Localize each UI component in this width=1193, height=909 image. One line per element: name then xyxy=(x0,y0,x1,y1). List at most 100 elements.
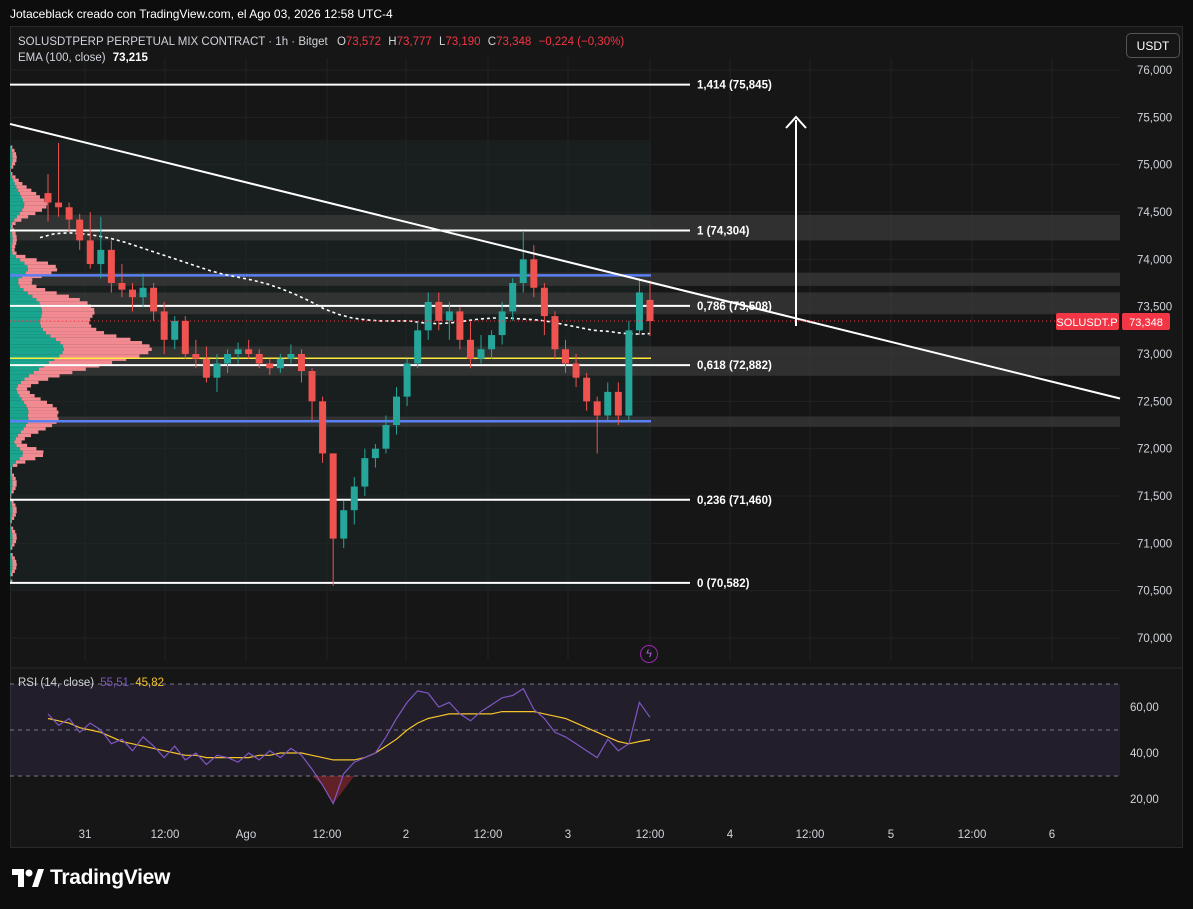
volume-bar-down xyxy=(11,248,15,252)
candlestick-series xyxy=(44,142,654,586)
volume-bar-down xyxy=(11,244,16,249)
volume-bar-up xyxy=(10,397,22,401)
volume-bar-up xyxy=(10,178,14,182)
candle-body xyxy=(234,349,242,354)
volume-bar-down xyxy=(41,307,95,312)
time-tick-label: 2 xyxy=(403,829,409,841)
volume-bar-up xyxy=(10,311,43,315)
volume-bar-down xyxy=(18,188,32,192)
volume-bar-up xyxy=(10,191,20,196)
volume-bar-down xyxy=(19,191,37,196)
volume-bar-down xyxy=(40,321,90,325)
volume-bar-down xyxy=(36,297,80,302)
gray-zone xyxy=(10,292,1120,315)
volume-bar-up xyxy=(10,410,29,414)
time-tick-label: 3 xyxy=(565,829,571,841)
candle-body xyxy=(403,363,411,397)
volume-bar-down xyxy=(12,539,17,544)
volume-bar-up xyxy=(10,456,20,461)
currency-button[interactable]: USDT xyxy=(1126,33,1180,58)
volume-bar-down xyxy=(63,344,150,348)
rsi-lines xyxy=(47,687,651,806)
volume-bar-up xyxy=(10,291,28,295)
volume-bar-down xyxy=(18,281,32,285)
volume-bar-down xyxy=(19,211,36,216)
volume-bar-down xyxy=(20,284,37,289)
candle-body xyxy=(55,202,63,208)
time-axis[interactable]: 31 12:00 Ago 12:00 2 12:00 3 12:00 4 12:00 5 12:00 6 xyxy=(79,829,1056,841)
price-tick-label: 71,500 xyxy=(1137,491,1172,503)
volume-bar-up xyxy=(10,301,40,305)
candle-body xyxy=(371,448,379,459)
volume-bar-down xyxy=(12,533,17,537)
volume-bar-up xyxy=(10,539,13,544)
rsi-legend[interactable]: RSI (14, close) 55,51 45,82 xyxy=(18,677,164,689)
horizontal-levels xyxy=(10,274,651,423)
volume-bar-up xyxy=(10,500,12,504)
rsi-pane[interactable]: 60,00 40,00 20,00 xyxy=(10,667,1183,806)
volume-bar-down xyxy=(28,410,59,414)
volume-bar-up xyxy=(10,307,42,312)
volume-bar-down xyxy=(14,440,22,444)
volume-bar-down xyxy=(42,327,97,332)
candle-body xyxy=(614,391,622,416)
volume-bar-down xyxy=(15,254,26,259)
volume-bar-down xyxy=(24,377,49,381)
volume-bar-up xyxy=(10,433,18,438)
lightning-icon[interactable]: ϟ xyxy=(640,645,658,663)
symbol-tag-box xyxy=(1056,313,1119,330)
time-tick-label: 12:00 xyxy=(151,829,180,841)
volume-bar-down xyxy=(10,145,13,149)
candle-body xyxy=(329,453,337,539)
volume-bar-down xyxy=(28,374,60,378)
volume-bar-down xyxy=(27,407,57,411)
candle-body xyxy=(361,458,369,487)
volume-bar-down xyxy=(22,453,43,457)
volume-bar-up xyxy=(10,516,12,520)
candle-body xyxy=(276,358,284,369)
volume-bar-up xyxy=(10,427,24,431)
time-tick-label: 12:00 xyxy=(474,829,503,841)
volume-bar-up xyxy=(10,572,12,577)
volume-bar-down xyxy=(59,354,140,358)
volume-bar-up xyxy=(10,490,12,494)
volume-bar-up xyxy=(10,569,12,573)
volume-bar-down xyxy=(11,490,14,494)
volume-bar-down xyxy=(12,221,16,226)
candle-body xyxy=(414,330,422,364)
volume-bar-down xyxy=(12,506,17,511)
descending-trendline xyxy=(9,122,1121,400)
volume-bar-up xyxy=(10,556,12,560)
volume-bar-down xyxy=(16,387,28,391)
volume-bar-down xyxy=(15,460,26,464)
volume-bar-up xyxy=(10,172,11,176)
volume-bar-up xyxy=(10,377,25,381)
volume-bar-up xyxy=(10,367,39,371)
candle-body xyxy=(445,311,453,321)
volume-bar-down xyxy=(55,337,131,342)
rsi-ma-line xyxy=(47,710,651,761)
volume-bar-down xyxy=(18,278,33,282)
volume-bar-down xyxy=(10,172,13,176)
volume-bar-down xyxy=(11,526,14,530)
rsi-oversold-fill xyxy=(312,776,355,804)
volume-bar-up xyxy=(10,407,28,411)
candle-body xyxy=(86,240,94,265)
trend-line[interactable] xyxy=(9,122,1121,400)
ema-legend[interactable]: EMA (100, close) 73,215 xyxy=(18,52,148,64)
candle-body xyxy=(646,299,654,322)
volume-bar-down xyxy=(12,241,17,245)
volume-bar-up xyxy=(10,543,12,547)
volume-bar-down xyxy=(12,559,17,564)
symbol-name[interactable]: SOLUSDTPERP PERPETUAL MIX CONTRACT · 1h … xyxy=(18,36,328,48)
volume-bar-up xyxy=(10,205,24,209)
volume-bar-down xyxy=(12,152,17,156)
projection-arrow[interactable] xyxy=(785,115,807,326)
price-axis[interactable]: 76,000 75,500 75,000 74,500 74,000 73,500 73,0… xyxy=(1137,65,1172,645)
candle-body xyxy=(118,283,126,290)
candle-body xyxy=(128,289,136,298)
candle-body xyxy=(625,330,633,416)
volume-bar-up xyxy=(10,506,13,511)
